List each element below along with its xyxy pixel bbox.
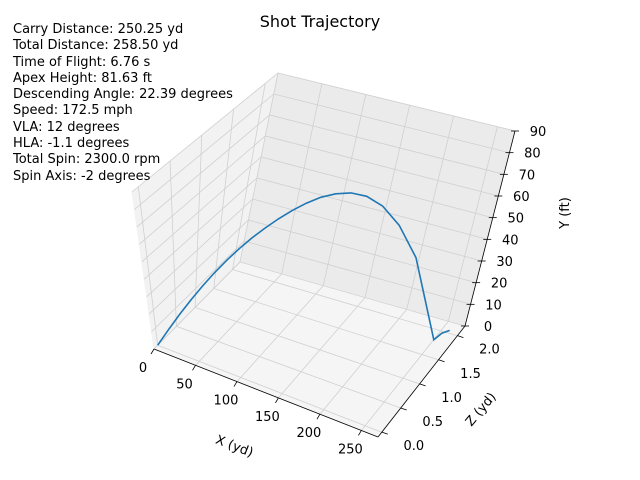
trajectory-line xyxy=(157,192,450,346)
y-grid-line xyxy=(146,198,482,297)
stat-speed: Speed: 172.5 mph xyxy=(13,103,133,119)
y-grid-line xyxy=(134,93,510,210)
z-tick-label: 2.0 xyxy=(479,343,500,358)
y-tick-label: 10 xyxy=(485,298,502,313)
y-tick-label: 20 xyxy=(491,277,508,292)
x-tick-label: 0 xyxy=(139,361,147,376)
y-grid-line xyxy=(131,72,516,193)
y-tick-label: 70 xyxy=(519,168,536,183)
stat-vla: VLA: 12 degrees xyxy=(13,119,120,135)
x-tick-label: 250 xyxy=(338,442,363,457)
y-tick-label: 40 xyxy=(502,233,519,248)
z-axis-line xyxy=(377,325,466,438)
y-grid-line xyxy=(143,177,488,280)
y-tick-label: 50 xyxy=(508,212,525,227)
stat-total-spin: Total Spin: 2300.0 rpm xyxy=(13,152,161,168)
shot-stats-panel: Carry Distance: 250.25 yd Total Distance… xyxy=(13,22,233,185)
stat-descending-angle: Descending Angle: 22.39 degrees xyxy=(13,87,233,103)
x-tick xyxy=(233,381,238,387)
chart-title: Shot Trajectory xyxy=(259,12,381,31)
y-grid-line xyxy=(139,135,499,245)
z-tick-label: 0.5 xyxy=(422,415,443,430)
z-tick xyxy=(457,335,464,339)
z-tick-label: 1.0 xyxy=(441,391,462,406)
z-tick-label: 1.5 xyxy=(460,367,481,382)
x-tick-label: 200 xyxy=(297,426,322,441)
x-tick-label: 100 xyxy=(214,394,239,409)
x-axis-line xyxy=(153,348,379,438)
axes-panes xyxy=(131,71,516,438)
y-axis-line xyxy=(464,130,516,327)
z-tick xyxy=(400,407,407,411)
y-tick-label: 30 xyxy=(496,255,513,270)
x-tick xyxy=(192,365,196,371)
stat-total-distance: Total Distance: 258.50 yd xyxy=(13,38,179,54)
stat-apex-height: Apex Height: 81.63 ft xyxy=(13,70,153,86)
y-tick-label: 0 xyxy=(484,320,492,335)
z-tick-label: 0.0 xyxy=(403,439,424,454)
y-tick-label: 80 xyxy=(524,147,541,162)
y-grid-line xyxy=(148,219,477,315)
y-grid-line xyxy=(141,156,493,263)
x-tick xyxy=(316,413,321,420)
z-axis-label: Z (yd) xyxy=(463,390,500,430)
y-grid-line xyxy=(136,114,504,228)
stat-time-of-flight: Time of Flight: 6.76 s xyxy=(13,54,151,70)
x-tick xyxy=(358,430,362,436)
z-tick xyxy=(438,359,445,363)
x-tick xyxy=(150,348,155,355)
x-tick xyxy=(275,397,279,404)
y-tick-label: 90 xyxy=(530,125,547,140)
stat-carry-distance: Carry Distance: 250.25 yd xyxy=(13,22,184,37)
tick-labels: 0 50 100 150 200 250 0.0 0.5 1.0 1.5 2.0 0 10 20 30 40 5… xyxy=(139,125,546,457)
y-axis-label: Y (ft) xyxy=(558,197,573,230)
z-tick xyxy=(381,431,388,435)
x-tick-label: 50 xyxy=(176,377,193,392)
x-axis-label: X (yd) xyxy=(213,433,255,461)
y-tick-label: 60 xyxy=(513,190,530,205)
axis-ticks xyxy=(150,130,519,436)
trajectory xyxy=(157,192,450,346)
axis-lines xyxy=(153,130,516,438)
y-grid-line xyxy=(153,261,466,350)
z-tick xyxy=(419,383,426,387)
stat-spin-axis: Spin Axis: -2 degrees xyxy=(13,168,151,184)
y-grid-line xyxy=(151,240,471,332)
x-tick-label: 150 xyxy=(255,410,280,425)
stat-hla: HLA: -1.1 degrees xyxy=(13,136,130,152)
